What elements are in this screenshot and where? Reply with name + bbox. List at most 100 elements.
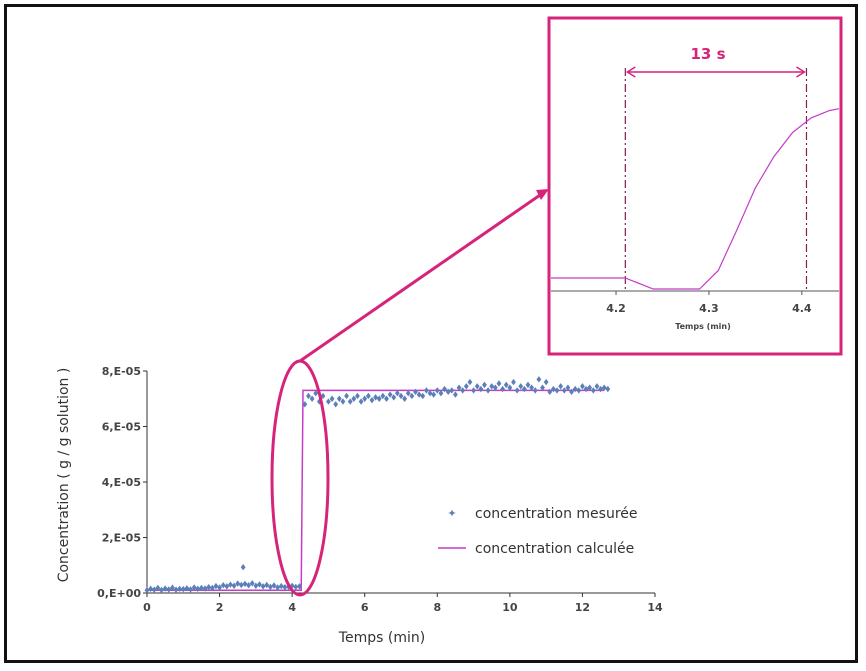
measured-point [173, 586, 179, 593]
inset-x-ticks: 4.2 4.3 4.4 [606, 291, 812, 315]
measured-point [355, 392, 360, 400]
measured-point [474, 383, 480, 390]
measured-point [427, 390, 433, 397]
main-y-tick-label: 2,E-05 [102, 532, 141, 545]
measured-point [402, 395, 408, 402]
measured-point [326, 398, 331, 405]
measured-point [320, 392, 326, 400]
time-interval-annotation [625, 66, 806, 78]
measured-point [387, 391, 393, 398]
main-x-tick-label: 10 [502, 601, 518, 614]
measured-point [463, 383, 469, 390]
measured-point [605, 385, 611, 393]
measured-point [384, 395, 389, 402]
main-x-tick-label: 4 [288, 601, 296, 614]
measured-point [405, 390, 411, 397]
inset-curve [551, 108, 840, 290]
measured-point [155, 584, 161, 592]
measured-point [365, 392, 371, 400]
measured-point [170, 584, 175, 591]
measured-point [482, 381, 487, 389]
measured-point [580, 383, 585, 390]
measured-point [358, 398, 364, 405]
measured-point [521, 385, 527, 393]
measured-point [445, 388, 451, 396]
highlight-ellipse [270, 359, 330, 597]
measured-point [235, 580, 241, 587]
measured-point [376, 395, 382, 402]
measured-point [434, 387, 440, 394]
measured-point [518, 383, 524, 390]
measured-point [565, 384, 571, 391]
measured-point [394, 390, 400, 397]
measured-point [202, 585, 208, 592]
measured-point [289, 582, 295, 589]
measured-series-layer [144, 376, 611, 594]
measured-point [351, 395, 357, 402]
measured-point [302, 401, 308, 408]
measured-point [246, 582, 251, 589]
main-plot: 0 2 4 6 8 10 12 14 0,E+00 2,E-05 4,E-05 6,E-05 8,E-… [56, 365, 663, 646]
measured-point [514, 387, 520, 394]
measured-point [231, 582, 237, 589]
measured-point [282, 583, 288, 591]
measured-point [420, 392, 426, 400]
legend: ✦ concentration mesurée concentration ca… [438, 506, 638, 557]
measured-point [242, 580, 248, 588]
time-interval-label: 13 s [690, 45, 725, 63]
measured-point [590, 387, 596, 394]
zoom-arrow-head [536, 189, 549, 200]
measured-point [572, 385, 578, 393]
main-y-tick-label: 4,E-05 [102, 476, 141, 489]
main-x-ticks: 0 2 4 6 8 10 12 14 [143, 593, 663, 614]
measured-point [489, 383, 495, 390]
measured-point [511, 378, 516, 386]
measured-point [162, 585, 168, 592]
measured-point [409, 392, 415, 400]
measured-point [500, 385, 505, 393]
interval-arrow-head-right [796, 66, 806, 78]
measured-point [151, 586, 157, 593]
measured-point [391, 394, 397, 401]
inset-x-tick-label: 4.4 [792, 302, 812, 315]
measured-point [195, 585, 201, 593]
measured-point [525, 381, 531, 389]
measured-point [598, 385, 603, 393]
measured-point [278, 582, 284, 590]
measured-point [594, 383, 600, 390]
measured-point [467, 378, 473, 386]
measured-point [547, 388, 553, 396]
main-x-tick-label: 8 [433, 601, 441, 614]
measured-point [213, 582, 219, 590]
measured-point [416, 391, 422, 398]
calculated-series-layer [147, 389, 605, 591]
measured-point [228, 581, 233, 588]
inset-curve-layer [551, 108, 840, 290]
measured-point [413, 388, 418, 396]
measured-point [275, 584, 281, 591]
measured-point [257, 581, 262, 588]
measured-point [398, 392, 404, 400]
measured-point [166, 586, 172, 593]
legend-label-calculated: concentration calculée [475, 541, 634, 557]
measured-point [485, 387, 491, 394]
inset-x-axis-title: Temps (min) [675, 322, 731, 331]
measured-point [543, 378, 549, 386]
measured-point [297, 583, 302, 590]
main-y-ticks: 0,E+00 2,E-05 4,E-05 6,E-05 8,E-05 [97, 365, 147, 600]
measured-point [492, 384, 498, 391]
calculated-series-line [147, 389, 605, 591]
measured-point [144, 587, 150, 594]
measured-point [478, 385, 484, 393]
legend-marker-measured: ✦ [447, 507, 456, 520]
measured-point [442, 385, 447, 393]
measured-point [438, 390, 444, 397]
legend-label-measured: concentration mesurée [475, 506, 638, 522]
main-x-axis-title: Temps (min) [338, 630, 425, 646]
measured-point [271, 582, 277, 589]
measured-point [191, 584, 197, 591]
measured-point [224, 583, 230, 590]
inset-border [547, 16, 843, 356]
measured-point [220, 582, 226, 589]
interval-arrow-head-left [625, 66, 636, 78]
